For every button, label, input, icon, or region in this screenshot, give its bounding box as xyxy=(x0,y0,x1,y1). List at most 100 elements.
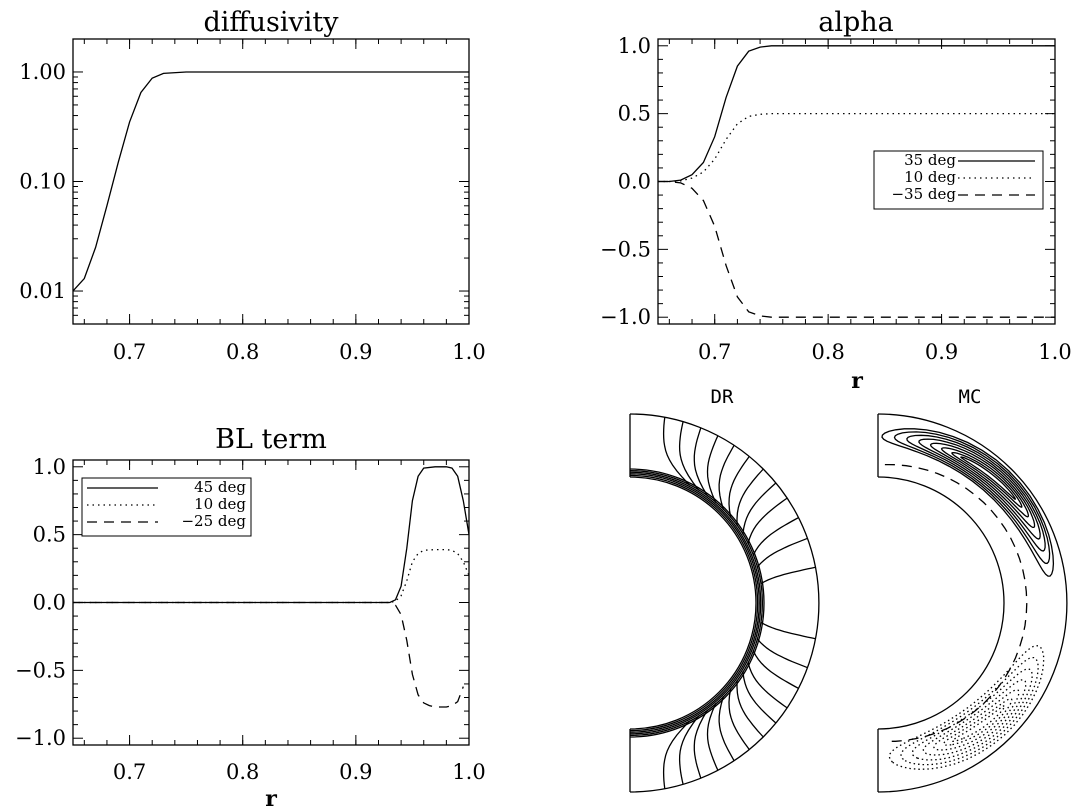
x-tick-label: 0.7 xyxy=(113,340,146,364)
dr-contour xyxy=(629,471,762,735)
x-tick-label: 1.0 xyxy=(1038,340,1071,364)
mc-contour-south xyxy=(922,679,1027,756)
y-tick-label: 0.5 xyxy=(33,523,66,547)
dr-contour xyxy=(629,473,760,733)
mc-zero-contour xyxy=(884,463,1028,743)
mc-contour-north xyxy=(906,434,1046,552)
y-tick-label: 1.00 xyxy=(19,60,66,84)
dr-contour xyxy=(662,720,691,789)
series-line-2 xyxy=(658,180,1055,318)
mc-contour-north xyxy=(918,438,1041,540)
mc-contour-north xyxy=(893,431,1051,565)
x-tick-label: 0.9 xyxy=(925,340,958,364)
x-tick-label: 0.8 xyxy=(226,760,259,784)
x-tick-label: 0.7 xyxy=(113,760,146,784)
dr-contour xyxy=(752,650,799,689)
legend-label-2: −35 deg xyxy=(891,185,956,203)
y-tick-label: 0.0 xyxy=(33,591,66,615)
y-tick-label: −0.5 xyxy=(600,237,651,261)
dr-contour xyxy=(693,709,709,779)
legend-label-1: 10 deg xyxy=(904,168,956,186)
mc-contour-south xyxy=(888,645,1045,770)
mc-contour-north xyxy=(960,456,1016,501)
y-tick-label: 0.01 xyxy=(19,279,66,303)
mc-contour-panel: MC xyxy=(877,386,1068,793)
x-tick-label: 0.7 xyxy=(698,340,731,364)
bl-term-panel: BL term r 0.7 0.8 0.9 1.0 1.0 0.5 0.0 −0.5 −1.0 4… xyxy=(15,424,486,809)
outer-arc xyxy=(629,413,820,793)
inner-arc xyxy=(629,476,757,730)
x-tick-label: 1.0 xyxy=(452,340,485,364)
dr-contour xyxy=(706,435,719,503)
y-tick-label: 1.0 xyxy=(618,34,651,58)
dr-contour xyxy=(736,680,764,738)
dr-contour xyxy=(747,497,788,545)
dr-contour-lines xyxy=(629,417,816,789)
dr-contour xyxy=(760,621,816,640)
legend-label-0: 45 deg xyxy=(194,478,246,496)
alpha-panel: alpha r 0.7 0.8 0.9 1.0 1.0 0.5 0.0 −0.5 −1.0 35 … xyxy=(600,7,1072,394)
y-tick-label: −1.0 xyxy=(600,305,651,329)
alpha-title: alpha xyxy=(818,7,894,38)
dr-title: DR xyxy=(711,386,734,408)
mc-contour-north xyxy=(929,442,1036,529)
dr-contour xyxy=(760,566,816,585)
legend-label-0: 35 deg xyxy=(904,151,956,169)
mc-contour-north xyxy=(940,447,1030,518)
dr-contour xyxy=(728,456,750,518)
dr-contour xyxy=(752,517,799,556)
dr-contour xyxy=(756,638,808,669)
dr-contour xyxy=(742,482,777,535)
dr-shell-outline xyxy=(629,413,820,793)
y-tick-label: 0.10 xyxy=(19,170,66,194)
mc-shell-outline xyxy=(877,413,1068,793)
dr-contour xyxy=(678,715,700,785)
dr-contour xyxy=(728,688,750,750)
mc-contour-lines xyxy=(881,428,1055,770)
x-tick-label: 1.0 xyxy=(452,760,485,784)
series-line-1 xyxy=(73,548,469,604)
dr-contour-panel: DR xyxy=(629,386,820,793)
dr-contour xyxy=(736,468,764,526)
diffusivity-panel: diffusivity 0.7 0.8 0.9 1.0 0.01 0.10 1.00 xyxy=(19,7,485,364)
inner-arc xyxy=(877,476,1005,730)
dr-contour xyxy=(718,695,735,762)
series-line-0 xyxy=(658,45,1055,183)
dr-contour xyxy=(662,417,691,486)
mc-contour-south xyxy=(951,704,1006,742)
mc-contour-north xyxy=(951,451,1023,508)
x-tick-label: 0.8 xyxy=(811,340,844,364)
alpha-xlabel: r xyxy=(851,368,863,394)
dr-contour xyxy=(742,671,777,724)
dr-contour xyxy=(629,469,764,737)
mc-title: MC xyxy=(959,386,982,408)
mc-contour-north xyxy=(881,428,1055,577)
y-tick-label: −1.0 xyxy=(15,726,66,750)
x-tick-label: 0.9 xyxy=(339,760,372,784)
y-tick-label: −0.5 xyxy=(15,658,66,682)
y-tick-label: 0.5 xyxy=(618,102,651,126)
dr-contour xyxy=(718,444,735,511)
y-tick-label: 1.0 xyxy=(33,455,66,479)
y-tick-label: 0.0 xyxy=(618,170,651,194)
dr-contour xyxy=(693,427,709,497)
x-tick-label: 0.9 xyxy=(339,340,372,364)
series-line-2 xyxy=(73,601,464,708)
mc-contour-south xyxy=(933,689,1020,751)
legend-label-1: 10 deg xyxy=(194,495,246,513)
series-line-0 xyxy=(73,71,469,292)
dr-contour xyxy=(629,474,759,732)
diffusivity-frame xyxy=(72,38,470,325)
bl-term-title: BL term xyxy=(215,424,327,455)
x-tick-label: 0.8 xyxy=(226,340,259,364)
dr-contour xyxy=(747,661,788,709)
diffusivity-title: diffusivity xyxy=(204,7,340,38)
mc-contour-south xyxy=(943,698,1013,746)
dr-contour xyxy=(678,421,700,491)
legend-label-2: −25 deg xyxy=(181,512,246,530)
mc-contour-south xyxy=(911,668,1033,761)
series-line-0 xyxy=(73,466,469,604)
